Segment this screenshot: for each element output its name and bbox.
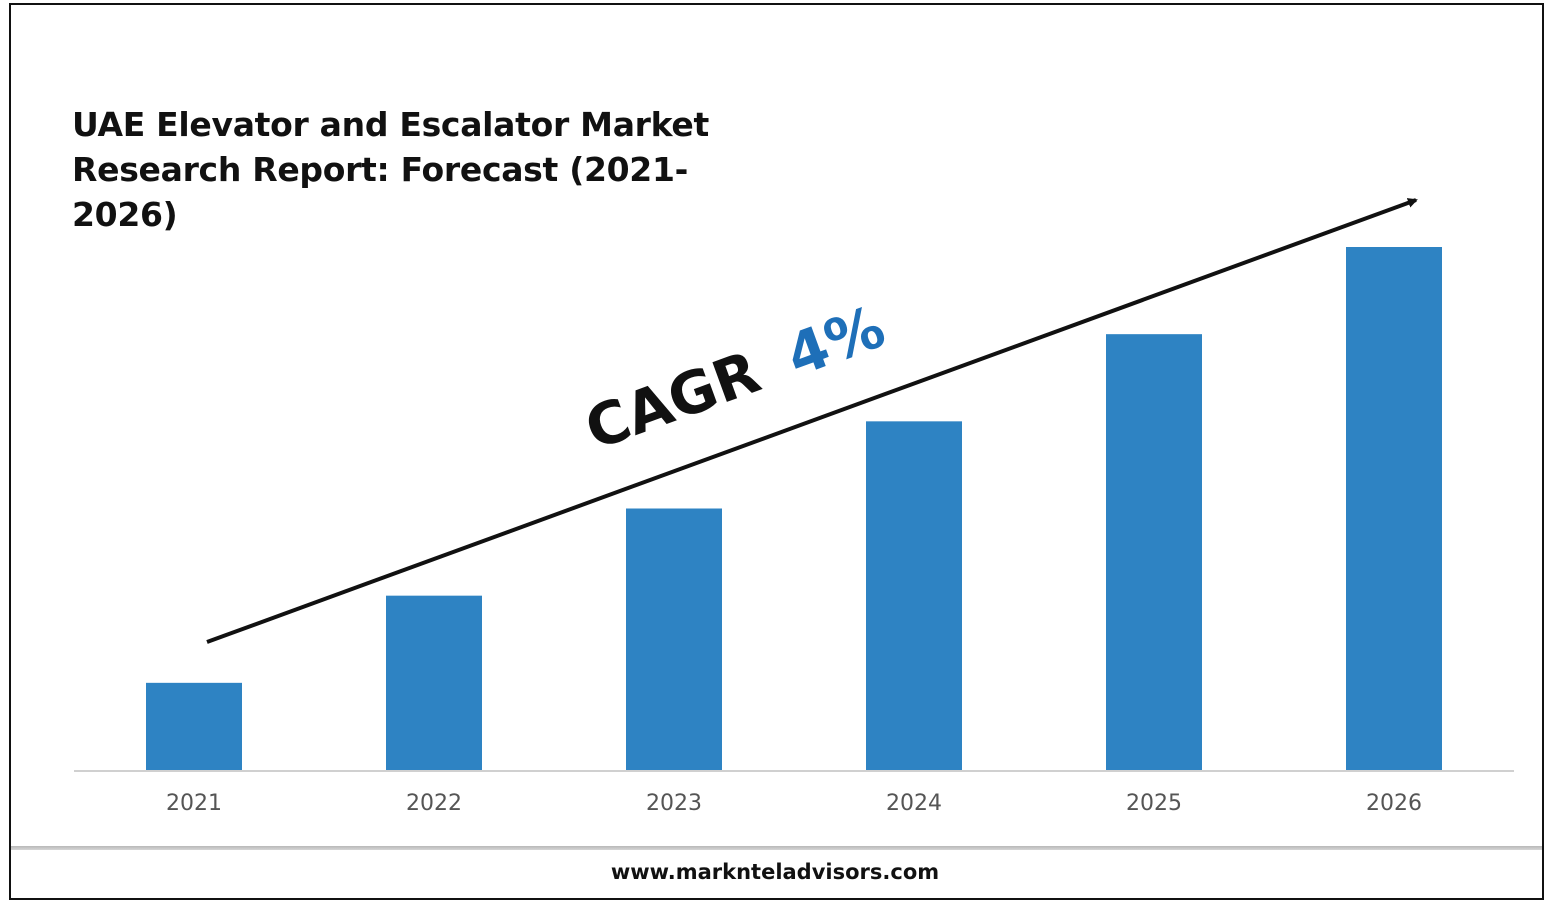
bar-2022 <box>386 595 482 770</box>
footer-divider <box>11 846 1542 850</box>
x-tick-label-2026: 2026 <box>1366 791 1422 816</box>
bar-2021 <box>146 682 242 770</box>
chart-frame <box>9 3 1544 900</box>
bar-2026 <box>1346 247 1442 770</box>
cagr-value: 4% <box>778 292 894 390</box>
x-tick-label-2021: 2021 <box>166 791 222 816</box>
bar-2023 <box>626 508 722 770</box>
x-tick-label-2023: 2023 <box>646 791 702 816</box>
x-tick-label-2025: 2025 <box>1126 791 1182 816</box>
bar-2024 <box>866 421 962 770</box>
bar-2025 <box>1106 334 1202 770</box>
x-tick-label-2024: 2024 <box>886 791 942 816</box>
trend-arrow <box>206 198 1418 644</box>
footer-website: www.marknteladvisors.com <box>610 860 940 884</box>
cagr-annotation: CAGR 4% <box>577 292 894 463</box>
bars-group <box>146 247 1442 770</box>
chart-title: UAE Elevator and Escalator Market Resear… <box>72 105 709 234</box>
cagr-label: CAGR <box>577 338 769 463</box>
x-tick-labels: 2021 2022 2023 2024 2025 2026 <box>166 791 1422 816</box>
x-tick-label-2022: 2022 <box>406 791 462 816</box>
